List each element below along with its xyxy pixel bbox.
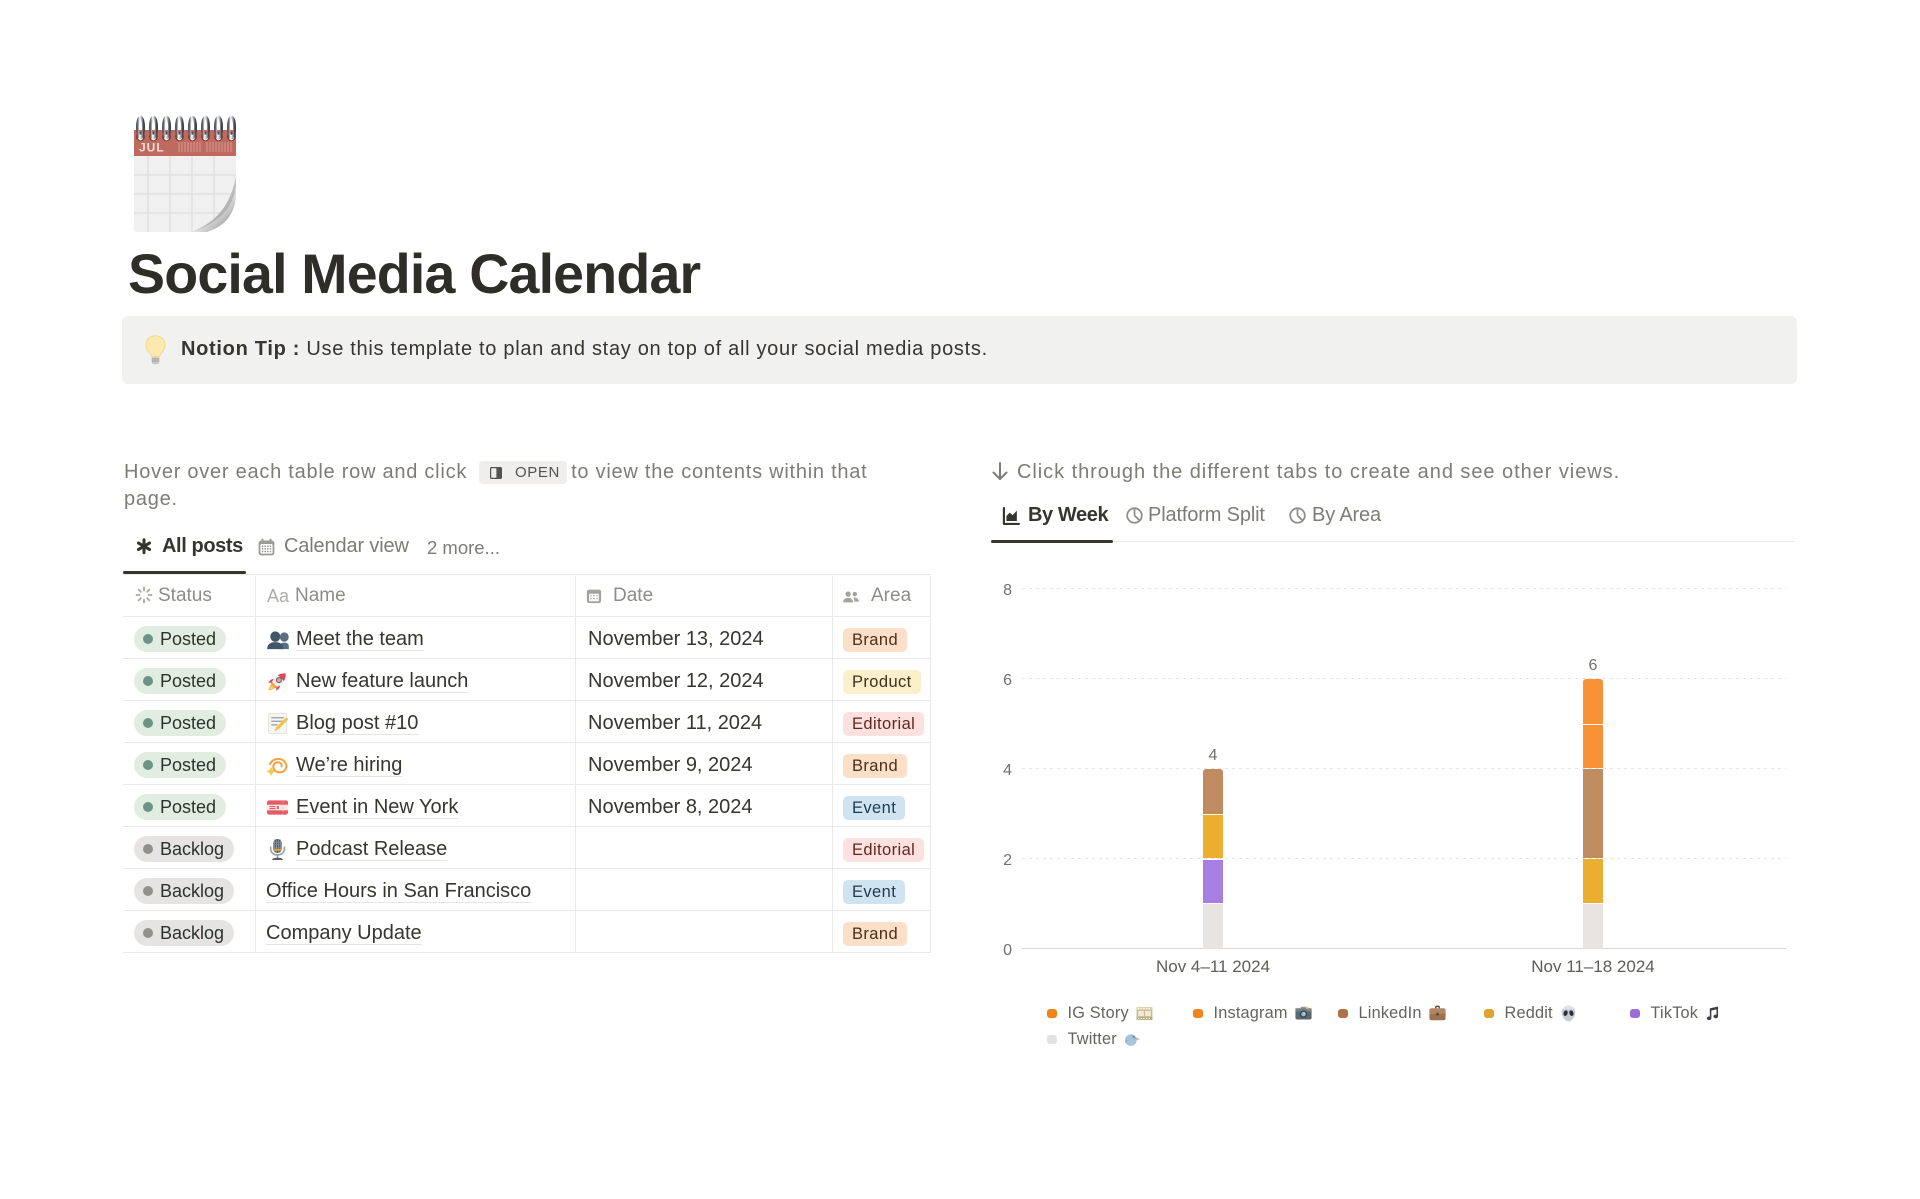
svg-text:JUL: JUL: [139, 141, 165, 155]
